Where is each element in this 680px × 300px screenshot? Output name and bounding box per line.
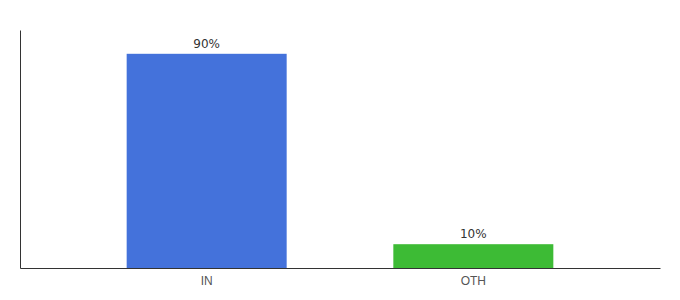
x-tick: IN <box>201 274 213 288</box>
chart: IN OTH 90% 10% <box>0 0 680 300</box>
bar <box>393 244 553 268</box>
data-label: 90% <box>193 37 220 51</box>
x-tick-label: OTH <box>461 274 486 288</box>
data-label: 10% <box>460 227 487 241</box>
x-axis-line <box>21 268 661 269</box>
x-tick-label: IN <box>201 274 213 288</box>
y-axis <box>20 31 21 269</box>
plot: IN OTH 90% 10% <box>21 31 661 288</box>
x-tick: OTH <box>461 274 486 288</box>
y-axis-line <box>20 31 21 269</box>
data-labels: 90% 10% <box>193 37 486 241</box>
bars <box>127 54 554 268</box>
bar <box>127 54 287 268</box>
x-axis: IN OTH <box>21 269 661 288</box>
